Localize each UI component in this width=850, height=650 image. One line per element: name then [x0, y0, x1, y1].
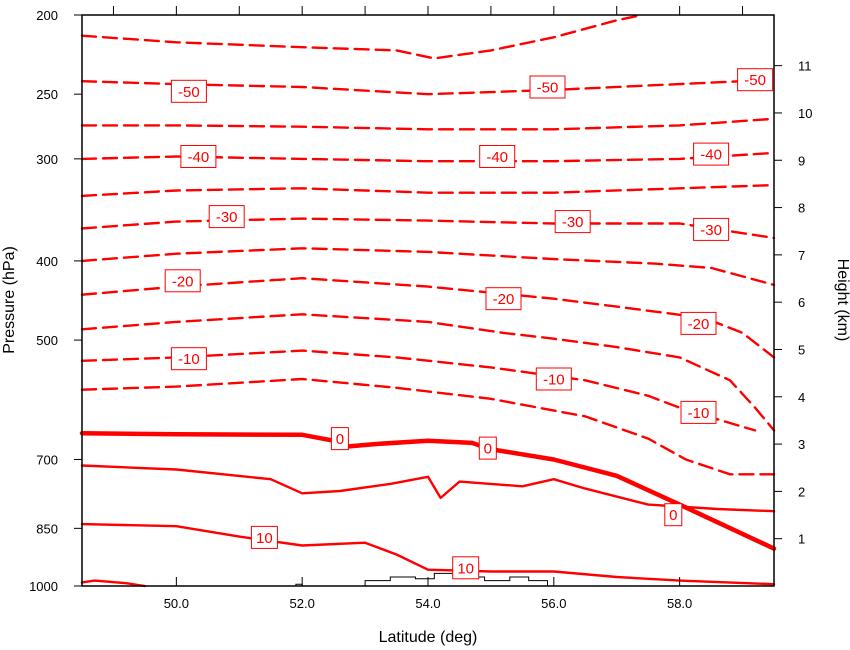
contour-labels: -50 -50 -50 -40 -40 -40 -30 -30 -30 -20 -20 -20 -10 -…	[164, 68, 774, 580]
contour-label: -40	[188, 149, 210, 166]
contour-line-minus-60	[80, 13, 644, 60]
contour-label-box	[535, 367, 572, 391]
y-axis-title-left: Pressure (hPa)	[1, 246, 18, 354]
x-axis-title: Latitude (deg)	[379, 629, 478, 646]
contour-label: -30	[700, 222, 722, 239]
pressure-tick-label: 500	[36, 333, 58, 348]
contour-label: -20	[688, 316, 710, 333]
contour-line-minus-40	[80, 151, 776, 163]
pressure-tick-label: 200	[36, 8, 58, 23]
pressure-tick-label: 300	[36, 152, 58, 167]
x-tick-label: 54.0	[415, 596, 440, 611]
height-tick-label: 9	[798, 153, 805, 168]
contour-label-box	[452, 556, 480, 580]
plot-frame	[81, 14, 775, 587]
pressure-tick-label: 1000	[29, 579, 58, 594]
contour-label-box	[664, 503, 683, 527]
contour-line-minus-5	[80, 377, 776, 476]
contour-line-10	[80, 522, 776, 586]
contour-line-minus-15	[80, 313, 776, 432]
pressure-tick-label: 250	[36, 87, 58, 102]
contour-label-box	[479, 145, 516, 168]
contour-label-box	[485, 287, 522, 311]
height-tick-label: 6	[798, 295, 805, 310]
height-tick-label: 2	[798, 484, 805, 499]
pressure-tick-label: 400	[36, 254, 58, 269]
contour-label-box	[693, 142, 730, 166]
contour-label: -40	[486, 149, 508, 166]
contour-label: -10	[543, 372, 565, 389]
contour-label: 0	[484, 441, 492, 458]
contour-label: -50	[537, 80, 559, 97]
contour-label-box	[478, 436, 497, 460]
contour-label-box	[680, 311, 717, 335]
x-tick-label: 56.0	[541, 596, 566, 611]
height-tick-label: 4	[798, 390, 805, 405]
contour-label-box	[164, 269, 201, 293]
pressure-tick-label: 850	[36, 521, 58, 536]
contour-label: -20	[172, 273, 194, 290]
height-tick-label: 3	[798, 437, 805, 452]
axes: 50.0 52.0 54.0 56.0 58.020025030040050070085…	[29, 6, 812, 611]
contour-label-box	[529, 75, 566, 99]
contour-label: -20	[493, 291, 515, 308]
height-tick-label: 7	[798, 248, 805, 263]
contour-line-minus-45	[80, 117, 776, 131]
contour-line-minus-20	[80, 277, 776, 359]
contour-line-5	[80, 464, 776, 513]
contour-label: -40	[700, 147, 722, 164]
contour-line-15	[80, 579, 147, 588]
x-tick-label: 58.0	[667, 596, 692, 611]
contour-label-box	[693, 217, 730, 241]
contour-label: -30	[216, 209, 238, 226]
contour-label-box	[330, 427, 349, 451]
height-tick-label: 11	[798, 59, 812, 74]
x-tick-label: 50.0	[164, 596, 189, 611]
contour-label: -10	[178, 351, 200, 368]
contour-label-box	[170, 79, 207, 103]
contour-label-box	[170, 347, 207, 371]
contour-label-box	[737, 68, 774, 92]
contour-label: 10	[256, 530, 273, 547]
contour-line-minus-30	[80, 217, 776, 240]
contour-label-box	[208, 205, 245, 229]
height-tick-label: 1	[798, 532, 805, 547]
contour-line-minus-35	[80, 183, 776, 198]
y-axis-title-right: Height (km)	[834, 259, 850, 342]
contour-label-box	[680, 400, 717, 424]
contour-label: 0	[336, 431, 344, 448]
contour-label: -10	[688, 405, 710, 422]
contour-label: -50	[178, 84, 200, 101]
contour-label: -50	[744, 72, 766, 89]
x-tick-label: 52.0	[290, 596, 315, 611]
height-tick-label: 5	[798, 342, 805, 357]
contour-label-box	[180, 145, 217, 168]
contour-label: 10	[457, 560, 474, 577]
height-tick-label: 10	[798, 106, 812, 121]
contour-label: -30	[562, 214, 584, 231]
height-tick-label: 8	[798, 201, 805, 216]
contour-lines	[79, 13, 777, 588]
contour-label-box	[250, 525, 278, 549]
pressure-tick-label: 700	[36, 452, 58, 467]
contour-label-box	[554, 210, 591, 234]
contour-line-0	[79, 430, 777, 551]
contour-line-minus-25	[80, 247, 776, 287]
contour-label: 0	[669, 507, 677, 524]
